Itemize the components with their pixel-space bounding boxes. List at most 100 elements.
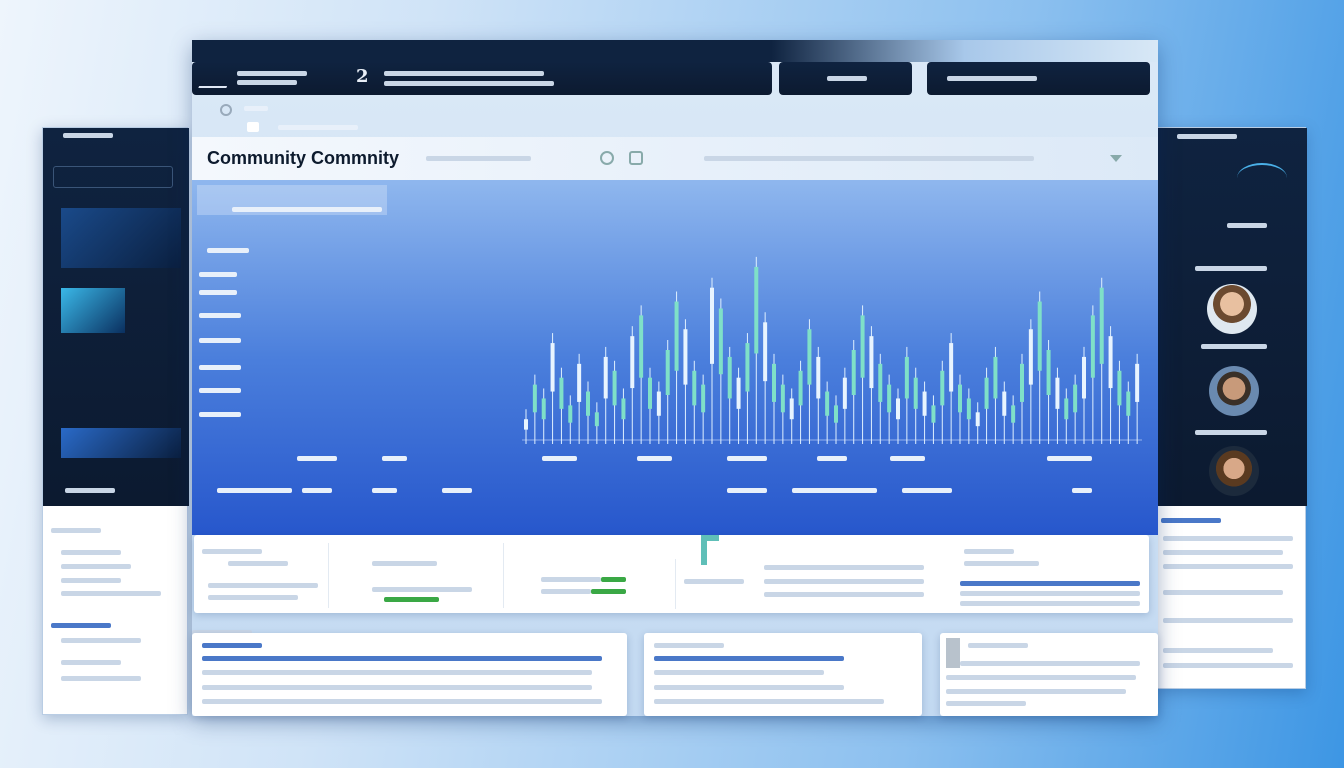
candle — [577, 363, 582, 402]
candle — [1064, 398, 1069, 420]
candle — [1011, 405, 1016, 423]
header-bar: 2 — [192, 62, 772, 95]
candle — [1108, 336, 1113, 389]
candle — [612, 370, 617, 406]
article-card[interactable] — [192, 633, 627, 716]
header-button-2[interactable] — [927, 62, 1150, 95]
left-panel-dark — [43, 128, 189, 506]
candle — [701, 384, 706, 413]
candle — [904, 356, 909, 399]
thumbnail-3[interactable] — [61, 428, 181, 458]
search-icon[interactable] — [629, 151, 643, 165]
main-window: 2 Community Commnity — [192, 40, 1158, 716]
candle — [816, 356, 821, 399]
candle — [922, 391, 927, 416]
candle — [754, 266, 759, 354]
candle — [869, 336, 874, 389]
summary-card[interactable] — [684, 559, 944, 609]
candle — [993, 356, 998, 399]
candle — [1090, 315, 1095, 378]
candle — [842, 377, 847, 409]
candle — [532, 384, 537, 413]
title-bar: Community Commnity — [192, 137, 1158, 180]
logo-icon — [198, 68, 234, 88]
candle — [834, 405, 838, 423]
back-button[interactable] — [53, 166, 173, 188]
candle — [1135, 363, 1140, 402]
candle — [984, 377, 989, 409]
candle — [718, 308, 723, 375]
candle — [851, 350, 856, 395]
candle — [1046, 350, 1051, 395]
candle — [975, 412, 980, 427]
candle — [727, 356, 732, 399]
candle — [1037, 301, 1042, 371]
candle — [887, 384, 892, 413]
candle — [1055, 377, 1060, 409]
candle — [630, 336, 635, 389]
candle — [958, 384, 962, 413]
candle — [1082, 356, 1086, 399]
candle — [648, 377, 652, 409]
candle — [1020, 363, 1024, 402]
candle — [656, 391, 661, 416]
article-card[interactable] — [940, 633, 1158, 716]
candle — [789, 398, 794, 420]
user-avatar[interactable] — [1209, 366, 1259, 416]
chart-area — [192, 180, 1158, 535]
header-button-1[interactable] — [779, 62, 912, 95]
candle — [931, 405, 936, 423]
summary-card[interactable] — [194, 543, 329, 608]
candle — [692, 370, 697, 406]
summary-card[interactable] — [506, 559, 676, 609]
candle — [1126, 391, 1131, 416]
candle — [594, 412, 599, 427]
candle — [798, 370, 803, 406]
candle — [825, 391, 830, 416]
candle — [603, 356, 608, 399]
candle — [621, 398, 626, 420]
candle — [878, 363, 883, 402]
candle — [772, 363, 776, 402]
candle — [860, 315, 865, 378]
candle — [559, 377, 564, 409]
candle — [896, 398, 900, 420]
candle — [949, 343, 954, 392]
candlestick-chart — [522, 256, 1142, 444]
candle — [665, 350, 670, 395]
user-avatar[interactable] — [1207, 284, 1257, 334]
candle — [1002, 391, 1007, 416]
candle — [639, 315, 644, 378]
candle — [1073, 384, 1078, 413]
candle — [541, 398, 546, 420]
candle — [1117, 370, 1122, 406]
chevron-down-icon[interactable] — [1110, 155, 1122, 162]
candle — [736, 377, 741, 409]
candle — [913, 377, 918, 409]
candle — [1099, 287, 1104, 364]
page-title: Community Commnity — [207, 148, 400, 168]
candle — [710, 287, 714, 364]
left-side-panel — [42, 127, 189, 715]
candle — [568, 405, 573, 423]
candle — [1028, 329, 1033, 385]
candle — [683, 329, 688, 385]
candle — [780, 384, 785, 413]
summary-card[interactable] — [344, 543, 504, 608]
thumbnail-2[interactable] — [61, 288, 125, 333]
step-number: 2 — [356, 66, 369, 87]
chart-icon — [1237, 163, 1287, 193]
candle — [966, 398, 971, 420]
refresh-icon[interactable] — [600, 151, 614, 165]
settings-icon[interactable] — [220, 104, 232, 116]
user-avatar[interactable] — [1209, 446, 1259, 496]
article-card[interactable] — [644, 633, 922, 716]
candle — [940, 370, 945, 406]
candle — [745, 343, 750, 392]
right-side-panel — [1156, 127, 1307, 689]
candle — [763, 322, 768, 382]
candle — [586, 391, 590, 416]
thumbnail-1[interactable] — [61, 208, 181, 268]
summary-card[interactable] — [954, 543, 1144, 608]
summary-cards-row — [194, 535, 1149, 613]
